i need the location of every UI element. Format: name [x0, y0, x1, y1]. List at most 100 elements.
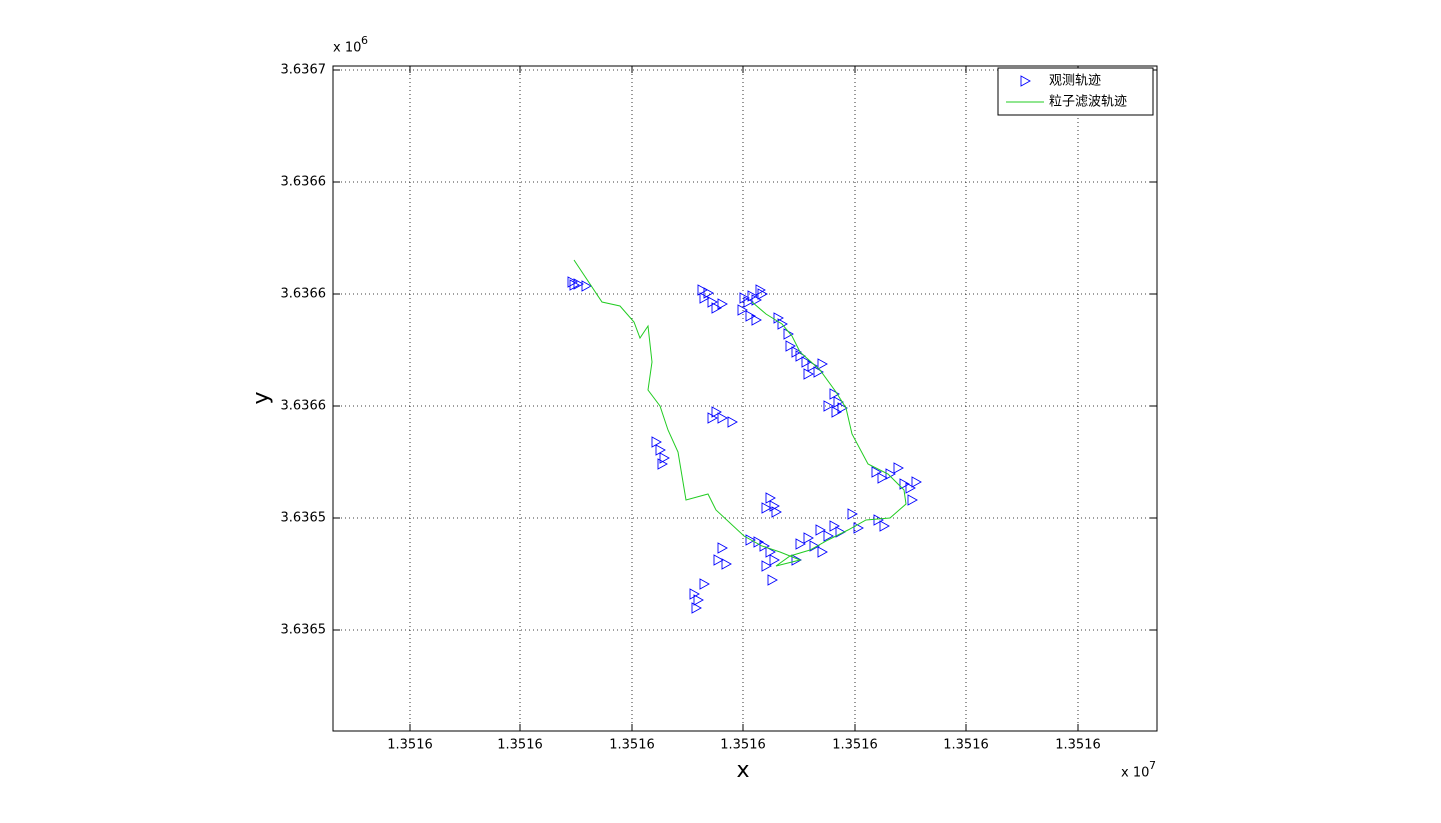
observation-marker — [911, 476, 922, 488]
observation-marker — [699, 578, 710, 590]
x-tick-label: 1.3516 — [497, 738, 543, 753]
observation-marker — [755, 284, 766, 296]
observation-marker — [751, 314, 762, 326]
observation-marker — [713, 554, 724, 566]
observation-marker — [659, 452, 670, 464]
observation-marker — [759, 540, 770, 552]
observation-marker — [727, 416, 738, 428]
observation-marker — [765, 492, 776, 504]
observation-marker — [905, 482, 916, 494]
y-tick-label: 3.6365 — [281, 623, 327, 638]
x-exponent: 7 — [1149, 759, 1156, 772]
observation-marker — [573, 278, 584, 290]
observation-marker — [829, 520, 840, 532]
legend-label: 粒子滤波轨迹 — [1049, 95, 1127, 110]
observation-marker — [657, 458, 668, 470]
observation-marker — [721, 558, 732, 570]
observation-marker — [581, 280, 592, 292]
observation-marker — [879, 520, 890, 532]
x-tick-label: 1.3516 — [720, 738, 766, 753]
y-tick-label: 3.6366 — [281, 399, 327, 414]
observation-marker — [693, 594, 704, 606]
observation-marker — [877, 472, 888, 484]
observation-marker — [809, 540, 820, 552]
observation-marker — [795, 350, 806, 362]
observation-marker — [791, 346, 802, 358]
observation-marker — [739, 292, 750, 304]
y-tick-label: 3.6366 — [281, 287, 327, 302]
observation-marker — [743, 296, 754, 308]
observation-marker — [765, 546, 776, 558]
observation-marker — [717, 298, 728, 310]
observation-marker — [655, 444, 666, 456]
observation-marker — [703, 287, 714, 299]
observation-marker — [831, 406, 842, 418]
observation-marker — [791, 554, 802, 566]
observation-marker — [837, 402, 848, 414]
legend-label: 观测轨迹 — [1049, 74, 1101, 89]
observation-marker — [853, 522, 864, 534]
observation-marker — [691, 602, 702, 614]
legend-box — [997, 67, 1154, 116]
observation-marker — [813, 366, 824, 378]
observation-marker — [771, 506, 782, 518]
x-tick-label: 1.3516 — [943, 738, 989, 753]
observation-marker — [757, 288, 768, 300]
observation-marker — [893, 462, 904, 474]
observation-marker — [651, 436, 662, 448]
x-tick-label: 1.3516 — [832, 738, 878, 753]
observation-marker — [817, 358, 828, 370]
observation-marker — [823, 530, 834, 542]
observation-marker — [817, 546, 828, 558]
observation-marker — [737, 304, 748, 316]
observation-marker — [899, 478, 910, 490]
observation-marker — [873, 514, 884, 526]
observation-marker — [785, 340, 796, 352]
observation-marker — [769, 554, 780, 566]
observation-marker — [707, 412, 718, 424]
y-exponent: 6 — [361, 34, 368, 47]
observation-marker — [761, 560, 772, 572]
observation-marker — [803, 368, 814, 380]
observation-marker — [689, 588, 700, 600]
observation-marker — [803, 532, 814, 544]
filter-line — [573, 259, 907, 567]
observation-marker — [761, 502, 772, 514]
legend-marker — [1020, 75, 1031, 87]
observation-marker — [711, 406, 722, 418]
x-tick-label: 1.3516 — [1055, 738, 1101, 753]
observation-marker — [751, 294, 762, 306]
observation-marker — [835, 526, 846, 538]
observation-marker — [801, 356, 812, 368]
observation-marker — [871, 466, 882, 478]
plot-frame — [332, 65, 1158, 732]
y-tick-label: 3.6365 — [281, 511, 327, 526]
observation-marker — [699, 292, 710, 304]
observation-marker — [773, 312, 784, 324]
observation-marker — [795, 538, 806, 550]
observation-marker — [829, 388, 840, 400]
observation-marker — [907, 494, 918, 506]
observation-marker — [711, 302, 722, 314]
observation-marker — [569, 279, 580, 291]
observation-marker — [823, 400, 834, 412]
y-tick-label: 3.6366 — [281, 175, 327, 190]
x-tick-label: 1.3516 — [387, 738, 433, 753]
x-axis-label: x — [736, 758, 749, 783]
observation-marker — [833, 396, 844, 408]
observation-marker — [767, 574, 778, 586]
y-multiplier: x 10 — [333, 41, 361, 56]
observation-marker — [777, 318, 788, 330]
observation-marker — [745, 534, 756, 546]
observation-marker — [847, 508, 858, 520]
y-axis-label: y — [249, 391, 274, 404]
y-tick-label: 3.6367 — [281, 63, 327, 78]
observation-marker — [707, 296, 718, 308]
x-tick-label: 1.3516 — [609, 738, 655, 753]
observation-marker — [697, 284, 708, 296]
observation-marker — [567, 276, 578, 288]
observation-marker — [717, 542, 728, 554]
x-multiplier: x 10 — [1121, 766, 1149, 781]
